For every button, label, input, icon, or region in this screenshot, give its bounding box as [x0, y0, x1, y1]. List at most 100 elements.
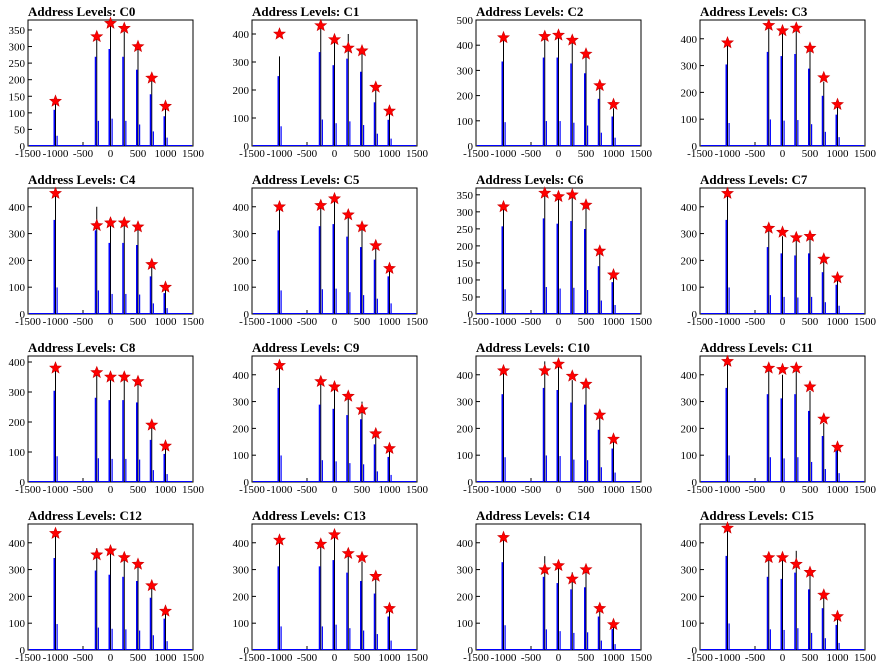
panel-title: Address Levels: C10 — [476, 340, 590, 355]
panel-title: Address Levels: C9 — [252, 340, 360, 355]
peak-marker — [552, 558, 565, 572]
panel-title: Address Levels: C0 — [28, 4, 135, 19]
peak-marker — [579, 47, 593, 60]
x-tick-label: 1500 — [182, 316, 205, 328]
y-tick-label: 0 — [468, 309, 474, 321]
x-tick-label: 1500 — [854, 148, 877, 160]
y-tick-label: 0 — [20, 477, 26, 489]
peak-marker — [538, 363, 552, 377]
x-tick-label: 1000 — [827, 652, 850, 664]
y-tick-label: 300 — [457, 397, 474, 409]
x-tick-label: 500 — [130, 316, 147, 328]
x-tick-label: -1000 — [43, 484, 69, 496]
y-tick-label: 100 — [681, 114, 698, 126]
peak-marker — [538, 186, 552, 199]
panel-title: Address Levels: C15 — [700, 508, 814, 523]
x-tick-label: -500 — [297, 316, 318, 328]
y-tick-label: 200 — [233, 255, 250, 267]
peak-marker — [355, 220, 369, 233]
x-tick-label: 1500 — [182, 652, 205, 664]
peak-marker — [593, 78, 607, 92]
x-tick-label: 1500 — [406, 652, 429, 664]
peak-marker — [803, 565, 817, 578]
peak-marker — [104, 216, 117, 229]
x-tick-label: -500 — [521, 484, 542, 496]
peak-marker — [817, 70, 831, 84]
x-tick-label: -500 — [745, 148, 766, 160]
x-tick-label: -1000 — [715, 652, 741, 664]
x-tick-label: -500 — [745, 484, 766, 496]
x-tick-label: 1500 — [854, 316, 877, 328]
peak-marker — [497, 363, 510, 377]
x-tick-label: 500 — [130, 148, 147, 160]
x-tick-label: 0 — [108, 484, 114, 496]
y-tick-label: 500 — [457, 15, 474, 27]
y-tick-label: 200 — [681, 87, 698, 99]
y-tick-label: 150 — [9, 91, 26, 103]
peak-marker — [565, 572, 579, 585]
x-tick-label: -1500 — [687, 148, 713, 160]
x-tick-label: 1500 — [630, 148, 653, 160]
peak-marker — [341, 41, 355, 54]
y-tick-label: 0 — [244, 309, 250, 321]
y-tick-label: 0 — [692, 477, 698, 489]
peak-marker — [369, 426, 383, 440]
x-tick-label: -1500 — [463, 484, 489, 496]
peak-marker — [776, 362, 789, 375]
x-tick-label: 500 — [130, 484, 147, 496]
x-tick-label: 0 — [780, 484, 786, 496]
y-tick-label: 200 — [457, 591, 474, 603]
x-tick-label: -500 — [297, 652, 318, 664]
peak-marker — [104, 543, 117, 557]
panel-title: Address Levels: C5 — [252, 172, 360, 187]
x-tick-label: -1000 — [491, 652, 517, 664]
panel-title: Address Levels: C4 — [28, 172, 136, 187]
y-tick-label: 400 — [681, 370, 698, 382]
peak-marker — [328, 379, 341, 393]
panel-c6: Address Levels: C6 0 50 100 150 200 250 300 350 -… — [457, 172, 653, 328]
peak-marker — [145, 578, 159, 592]
x-tick-label: -1500 — [239, 148, 265, 160]
peak-marker — [328, 191, 341, 205]
y-tick-label: 200 — [9, 417, 26, 429]
peak-marker — [145, 418, 159, 431]
x-tick-label: 500 — [802, 484, 819, 496]
x-tick-label: 0 — [780, 148, 786, 160]
y-tick-label: 0 — [20, 645, 26, 657]
y-tick-label: 250 — [9, 58, 26, 70]
x-tick-label: 1500 — [854, 652, 877, 664]
x-tick-label: 500 — [578, 652, 595, 664]
panel-c1: Address Levels: C1 0 100 200 300 400 -1500 -100… — [233, 4, 429, 160]
x-tick-label: 0 — [556, 652, 562, 664]
x-tick-label: 1000 — [603, 484, 626, 496]
x-tick-label: -500 — [73, 484, 94, 496]
x-tick-label: 0 — [780, 652, 786, 664]
x-tick-label: -500 — [73, 652, 94, 664]
x-tick-label: -1500 — [15, 484, 41, 496]
y-tick-label: 300 — [233, 229, 250, 241]
peak-marker — [497, 30, 510, 44]
y-tick-label: 100 — [9, 282, 26, 294]
x-tick-label: -1000 — [715, 148, 741, 160]
panel-title: Address Levels: C7 — [700, 172, 808, 187]
peak-marker — [369, 238, 383, 252]
y-tick-label: 200 — [233, 591, 250, 603]
x-tick-label: 1000 — [155, 148, 178, 160]
x-tick-label: -500 — [745, 652, 766, 664]
x-tick-label: -1000 — [267, 484, 293, 496]
peak-marker — [762, 18, 776, 31]
x-tick-label: 1500 — [630, 652, 653, 664]
x-tick-label: -500 — [745, 316, 766, 328]
y-tick-label: 400 — [9, 202, 26, 214]
peak-marker — [607, 97, 620, 110]
y-tick-label: 400 — [233, 202, 250, 214]
peak-marker — [49, 526, 62, 539]
y-tick-label: 200 — [681, 423, 698, 435]
peak-marker — [721, 186, 734, 199]
panel-title: Address Levels: C6 — [476, 172, 584, 187]
x-tick-label: -1500 — [239, 652, 265, 664]
y-tick-label: 400 — [233, 370, 250, 382]
x-tick-label: -1000 — [267, 148, 293, 160]
peak-marker — [314, 198, 328, 211]
panel-c11: Address Levels: C11 0 100 200 300 400 -1500 -10… — [681, 340, 877, 496]
